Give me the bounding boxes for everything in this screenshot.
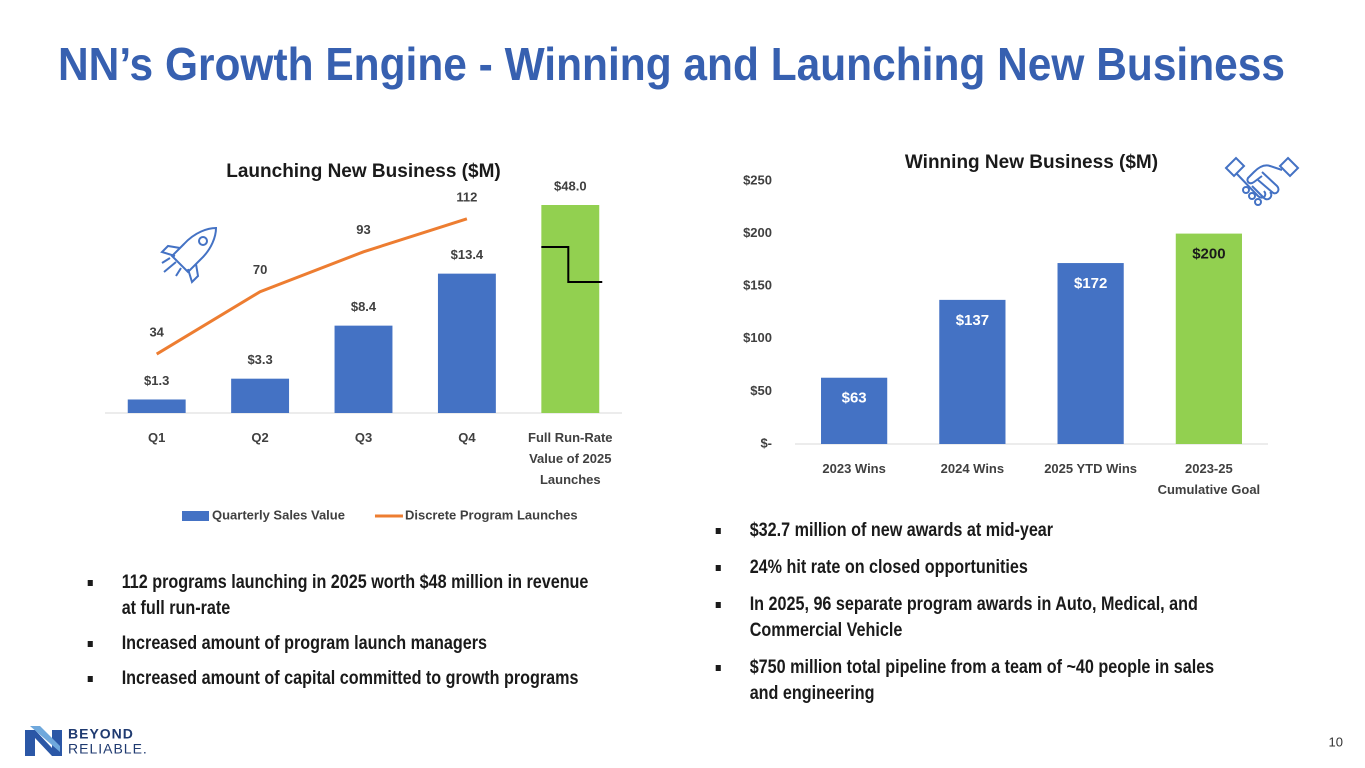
x-tick-label: 2023 Wins — [822, 461, 886, 476]
bar — [541, 205, 600, 414]
bar — [821, 377, 888, 444]
bullet: 24% hit rate on closed opportunities — [714, 555, 1224, 581]
bar — [127, 399, 186, 413]
slide-title: NN’s Growth Engine - Winning and Launchi… — [58, 38, 1285, 90]
data-label: $48.0 — [554, 178, 587, 193]
data-label: $200 — [1192, 246, 1225, 263]
chart-title: Launching New Business ($M) — [226, 161, 500, 182]
rocket-icon — [160, 226, 218, 284]
data-label: 70 — [253, 262, 267, 277]
logo-text: BEYOND — [68, 726, 134, 742]
bullet-list: 112 programs launching in 2025 worth $48… — [86, 570, 596, 701]
bar — [334, 325, 393, 413]
bar — [1057, 263, 1124, 444]
data-label: $1.3 — [144, 373, 169, 388]
x-tick-label: 2024 Wins — [940, 461, 1005, 476]
bar — [939, 299, 1006, 444]
y-tick-label: $150 — [743, 278, 772, 293]
x-tick-label: Q2 — [251, 430, 269, 445]
chart-title: Winning New Business ($M) — [905, 152, 1158, 173]
x-tick-label: Full Run-Rate Value of 2025 Launches — [528, 430, 613, 487]
legend-label: Discrete Program Launches — [405, 507, 578, 522]
logo-mark — [25, 726, 62, 756]
page-number: 10 — [1329, 734, 1343, 749]
bar — [1175, 233, 1242, 444]
bullet: In 2025, 96 separate program awards in A… — [714, 592, 1224, 644]
logo-text: RELIABLE. — [68, 741, 148, 757]
x-tick-label: Q4 — [458, 430, 476, 445]
data-label: $8.4 — [351, 299, 377, 314]
bullet: Increased amount of capital committed to… — [86, 666, 596, 692]
y-tick-label: $200 — [743, 225, 772, 240]
x-tick-label: 2025 YTD Wins — [1044, 461, 1138, 476]
bullet: $750 million total pipeline from a team … — [714, 655, 1224, 707]
bar — [231, 378, 290, 413]
bullet: 112 programs launching in 2025 worth $48… — [86, 570, 596, 622]
x-tick-label: Q1 — [148, 430, 166, 445]
bar — [437, 273, 496, 413]
data-label: $172 — [1074, 275, 1107, 292]
legend-label: Quarterly Sales Value — [212, 507, 345, 522]
line — [155, 217, 468, 356]
y-tick-label: $100 — [743, 330, 772, 345]
data-label: $3.3 — [247, 352, 272, 367]
x-tick-label: Q3 — [354, 430, 373, 445]
y-tick-label: $250 — [743, 172, 772, 187]
axis-break — [541, 246, 603, 283]
bullet: Increased amount of program launch manag… — [86, 631, 596, 657]
bullet-list: $32.7 million of new awards at mid-year 2… — [714, 518, 1224, 718]
data-label: 93 — [356, 222, 370, 237]
data-label: 112 — [456, 189, 477, 204]
data-label: 34 — [149, 325, 164, 340]
data-label: $63 — [842, 390, 867, 407]
y-tick-label: $50 — [750, 383, 772, 398]
bullet: $32.7 million of new awards at mid-year — [714, 518, 1224, 544]
legend-swatch — [182, 511, 209, 521]
data-label: $13.4 — [451, 247, 484, 262]
y-tick-label: $- — [760, 435, 772, 450]
x-tick-label: 2023-25 Cumulative Goal — [1157, 461, 1261, 497]
data-label: $137 — [956, 312, 989, 329]
handshake-icon — [1224, 156, 1300, 206]
